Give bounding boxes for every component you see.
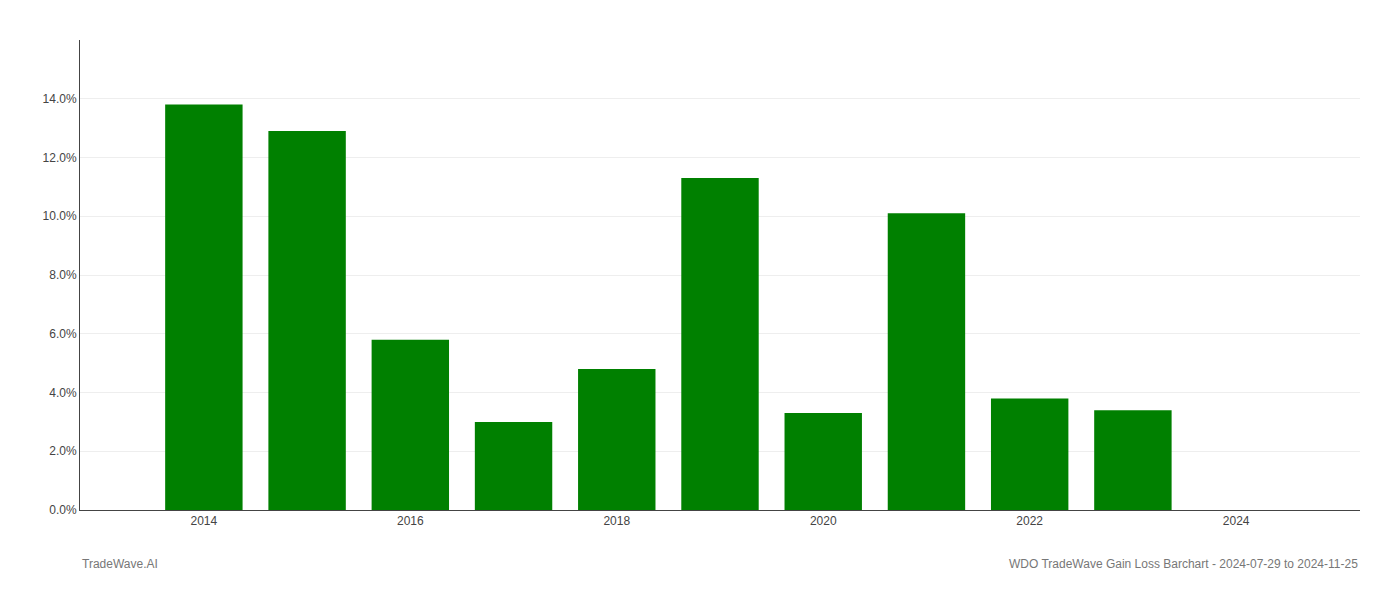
- svg-text:14.0%: 14.0%: [43, 92, 77, 106]
- svg-text:6.0%: 6.0%: [49, 327, 77, 341]
- svg-text:8.0%: 8.0%: [49, 268, 77, 282]
- svg-text:2020: 2020: [810, 514, 837, 528]
- svg-text:2.0%: 2.0%: [49, 444, 77, 458]
- svg-text:2024: 2024: [1223, 514, 1250, 528]
- svg-text:12.0%: 12.0%: [43, 151, 77, 165]
- svg-text:2018: 2018: [603, 514, 630, 528]
- svg-text:TradeWave.AI: TradeWave.AI: [82, 557, 158, 571]
- svg-text:2022: 2022: [1016, 514, 1043, 528]
- svg-text:4.0%: 4.0%: [49, 386, 77, 400]
- svg-text:10.0%: 10.0%: [43, 209, 77, 223]
- svg-text:0.0%: 0.0%: [49, 503, 77, 517]
- svg-text:WDO TradeWave Gain Loss Barcha: WDO TradeWave Gain Loss Barchart - 2024-…: [1009, 557, 1358, 571]
- svg-text:2016: 2016: [397, 514, 424, 528]
- svg-text:2014: 2014: [191, 514, 218, 528]
